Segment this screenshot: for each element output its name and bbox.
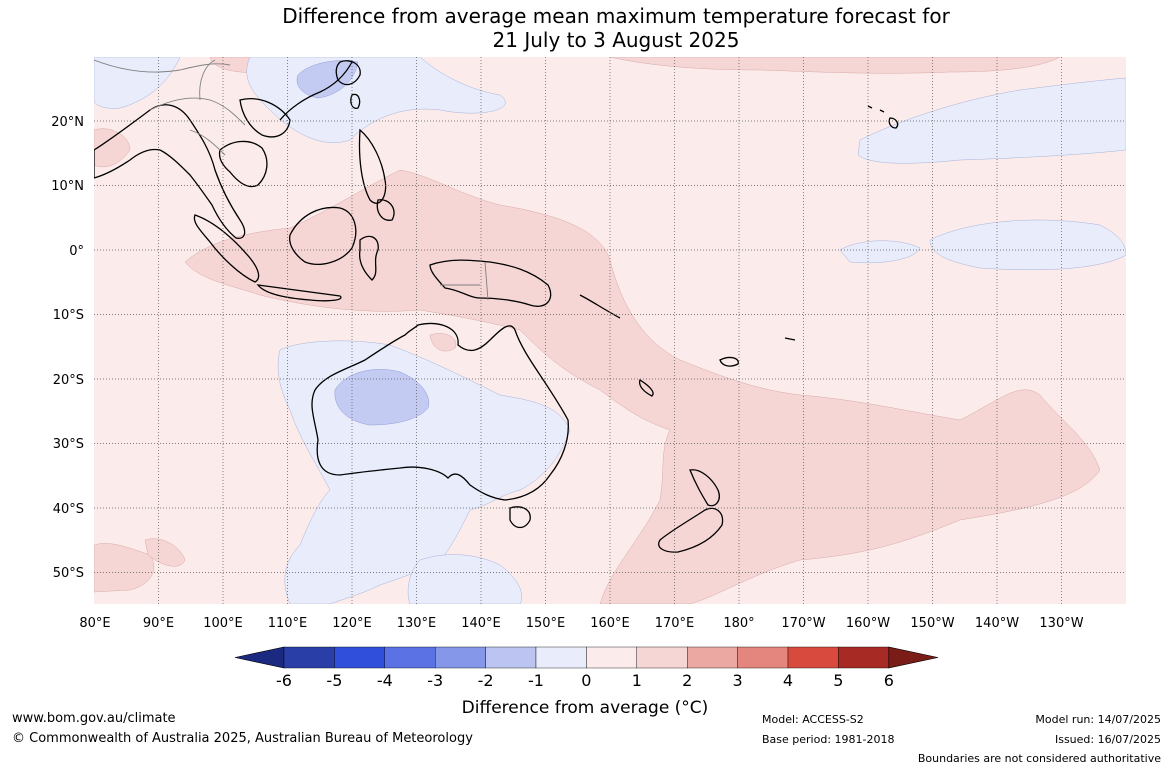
footer-issued: Issued: 16/07/2025 [1054,733,1161,746]
warm-region-west [94,128,131,168]
warm-region-coral [429,333,457,352]
lon-label: 120°E [332,616,372,631]
colorbar-arrow-low [234,646,285,669]
forecast-map: 80°E 90°E 100°E 110°E 120°E 130°E 140°E … [51,57,1126,690]
lon-label: 150°E [526,616,566,631]
colorbar-tick-label: 4 [783,671,793,690]
title-line-1: Difference from average mean maximum tem… [282,4,950,28]
footer-boundaries: Boundaries are not considered authoritat… [917,752,1161,765]
colorbar-segment [485,646,537,669]
lon-label: 140°E [461,616,501,631]
lon-label: 100°E [203,616,243,631]
cool-region-yellow-sea [296,60,359,99]
colorbar: -6 -5 -4 -3 -2 -1 0 1 2 3 4 5 6 [234,646,939,690]
cool-region-australia-core [334,369,430,426]
lat-label: 40°S [53,502,84,517]
lon-label: 170°W [781,616,825,631]
lon-label: 130°E [397,616,437,631]
warm-region-sw2 [144,538,186,567]
colorbar-tick-label: 1 [632,671,642,690]
longitude-labels: 80°E 90°E 100°E 110°E 120°E 130°E 140°E … [79,616,1083,631]
gridlines [94,57,1126,604]
colorbar-tick-label: 6 [884,671,894,690]
footer-website[interactable]: www.bom.gov.au/climate [12,711,176,726]
footer-copyright: © Commonwealth of Australia 2025, Austra… [12,731,473,746]
coastlines [94,60,899,553]
colorbar-segment [283,646,335,669]
borders [94,59,489,301]
colorbar-tick-label: -3 [427,671,443,690]
colorbar-segment [838,646,890,669]
lon-label: 140°W [975,616,1019,631]
lat-label: 0° [69,244,84,259]
colorbar-tick-label: 3 [733,671,743,690]
colorbar-tick-label: 5 [833,671,843,690]
colorbar-tick-label: -6 [276,671,292,690]
colorbar-segment [384,646,436,669]
lat-label: 50°S [53,566,84,581]
lon-label: 130°W [1039,616,1083,631]
colorbar-segment [435,646,486,669]
lon-label: 160°E [590,616,630,631]
colorbar-arrow-high [888,646,939,669]
lon-label: 170°E [655,616,695,631]
lat-label: 20°S [53,373,84,388]
colorbar-tick-label: 2 [682,671,692,690]
colorbar-tick-label: -1 [528,671,544,690]
cool-region-central-pacific [839,240,921,264]
warm-region-northeast [609,57,1061,74]
cool-region-equatorial-pacific [929,219,1126,271]
lon-label: 90°E [143,616,174,631]
colorbar-segment [535,646,587,669]
lon-label: 180° [723,616,754,631]
cool-region-north-pacific [857,77,1126,164]
lat-label: 20°N [51,115,84,130]
colorbar-tick-label: 0 [581,671,591,690]
colorbar-segment [636,646,688,669]
lon-label: 150°W [910,616,954,631]
cool-region-south [407,554,523,604]
map-title: Difference from average mean maximum tem… [0,4,1173,52]
footer-model-run: Model run: 14/07/2025 [1035,713,1161,726]
warm-region-maritime [184,169,1101,604]
latitude-labels: 20°N 10°N 0° 10°S 20°S 30°S 40°S 50°S [51,115,84,581]
colorbar-segment [787,646,839,669]
lat-label: 30°S [53,437,84,452]
footer-model: Model: ACCESS-S2 [762,713,864,726]
colorbar-segment [334,646,385,669]
colorbar-tick-label: -5 [326,671,342,690]
lon-label: 160°W [846,616,890,631]
colorbar-segment [737,646,789,669]
colorbar-tick-label: -2 [478,671,494,690]
footer-base-period: Base period: 1981-2018 [762,733,895,746]
colorbar-label: Difference from average (°C) [461,698,709,718]
lon-label: 110°E [268,616,308,631]
lat-label: 10°S [53,308,84,323]
lat-label: 10°N [51,179,84,194]
colorbar-segment [586,646,638,669]
lon-label: 80°E [79,616,110,631]
title-line-2: 21 July to 3 August 2025 [492,28,740,52]
colorbar-tick-label: -4 [377,671,393,690]
colorbar-segment [687,646,738,669]
